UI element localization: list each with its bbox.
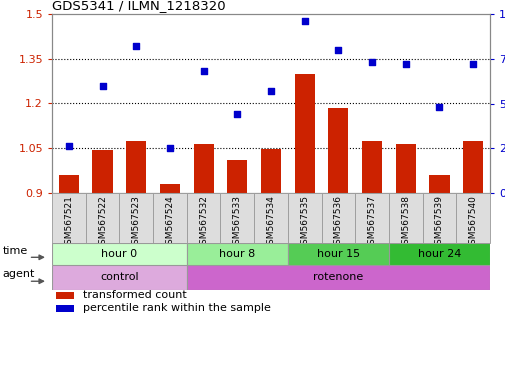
Bar (287, 193, 321, 243)
Text: hour 8: hour 8 (219, 249, 255, 259)
Text: GSM567540: GSM567540 (468, 195, 477, 250)
Bar (388, 243, 489, 265)
Point (367, 59, 375, 65)
Bar (355, 193, 388, 243)
Text: GSM567523: GSM567523 (131, 195, 140, 250)
Point (199, 68, 207, 74)
Text: GSM567538: GSM567538 (400, 195, 410, 250)
Bar (462, 141, 482, 193)
Text: time: time (3, 246, 28, 256)
Point (98, 83, 107, 89)
Point (233, 111, 241, 117)
Text: GSM567524: GSM567524 (165, 195, 174, 250)
Bar (328, 108, 348, 193)
Bar (56, 305, 74, 311)
Bar (227, 160, 247, 193)
Text: transformed count: transformed count (82, 291, 186, 301)
Bar (85, 193, 119, 243)
Bar (429, 175, 448, 193)
Bar (261, 149, 281, 193)
Bar (254, 193, 287, 243)
Bar (422, 193, 456, 243)
Bar (59, 175, 79, 193)
Bar (287, 243, 388, 265)
Text: GSM567536: GSM567536 (333, 195, 342, 250)
Bar (92, 150, 113, 193)
Text: GSM567532: GSM567532 (199, 195, 208, 250)
Text: GSM567521: GSM567521 (64, 195, 73, 250)
Bar (153, 193, 186, 243)
Point (65, 143, 73, 149)
Text: percentile rank within the sample: percentile rank within the sample (82, 303, 270, 313)
Bar (193, 144, 213, 193)
Bar (220, 193, 254, 243)
Bar (56, 292, 74, 299)
Bar (52, 193, 85, 243)
Text: GSM567534: GSM567534 (266, 195, 275, 250)
Point (267, 88, 275, 94)
Bar (456, 193, 489, 243)
Bar (160, 184, 180, 193)
Text: GDS5341 / ILMN_1218320: GDS5341 / ILMN_1218320 (52, 0, 225, 12)
Bar (186, 265, 489, 290)
Text: GSM567535: GSM567535 (299, 195, 309, 250)
Bar (126, 141, 146, 193)
Text: GSM567522: GSM567522 (98, 195, 107, 250)
Bar (52, 243, 186, 265)
Bar (186, 243, 287, 265)
Bar (395, 144, 415, 193)
Text: agent: agent (3, 269, 35, 279)
Point (300, 18, 308, 24)
Bar (321, 193, 355, 243)
Text: control: control (100, 273, 138, 283)
Text: GSM567537: GSM567537 (367, 195, 376, 250)
Bar (52, 265, 186, 290)
Point (166, 145, 174, 151)
Bar (186, 193, 220, 243)
Text: GSM567539: GSM567539 (434, 195, 443, 250)
Text: hour 24: hour 24 (417, 249, 460, 259)
Text: rotenone: rotenone (313, 273, 363, 283)
Bar (361, 141, 381, 193)
Text: GSM567533: GSM567533 (232, 195, 241, 250)
Bar (294, 74, 314, 193)
Point (334, 47, 342, 53)
Point (401, 61, 409, 67)
Point (435, 104, 443, 110)
Bar (388, 193, 422, 243)
Text: hour 15: hour 15 (316, 249, 359, 259)
Bar (119, 193, 153, 243)
Point (132, 43, 140, 49)
Point (468, 61, 476, 67)
Text: hour 0: hour 0 (101, 249, 137, 259)
